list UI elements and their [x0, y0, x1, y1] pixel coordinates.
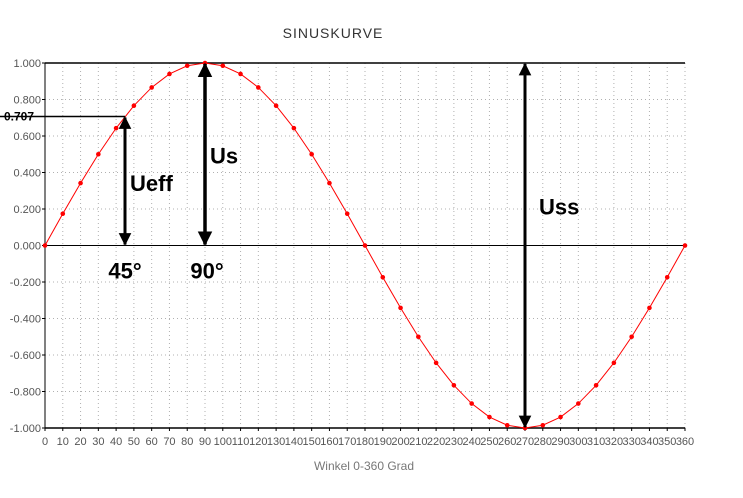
data-point	[78, 180, 83, 186]
angle-90-label: 90°	[190, 259, 223, 284]
y-tick-labels: 1.000 0.800 0.600 0.400 0.200 0.000 -0.200 -0.4…	[10, 58, 41, 435]
data-point	[149, 85, 154, 90]
x-tick-label: 240	[462, 436, 480, 448]
data-point	[629, 334, 634, 340]
data-point	[96, 151, 101, 157]
x-tick-label: 70	[163, 436, 175, 448]
data-point	[113, 125, 119, 131]
x-tick-label: 250	[480, 436, 498, 448]
x-tick-label: 300	[569, 436, 587, 448]
data-point	[416, 334, 421, 340]
x-tick-label: 0	[42, 436, 48, 448]
data-point	[504, 422, 510, 428]
annotations: 0.707 Ueff Us Uss 45° 90°	[0, 62, 579, 429]
x-tick-label: 200	[391, 436, 409, 448]
data-point	[344, 211, 350, 217]
x-tick-label: 10	[57, 436, 69, 448]
x-tick-label: 210	[409, 436, 427, 448]
x-tick-label: 160	[320, 436, 338, 448]
x-tick-label: 340	[640, 436, 658, 448]
x-tick-label: 190	[374, 436, 392, 448]
x-tick-label: 230	[445, 436, 463, 448]
x-tick-label: 170	[338, 436, 356, 448]
uss-label: Uss	[539, 194, 579, 219]
data-point	[487, 414, 492, 420]
x-tick-label: 80	[181, 436, 193, 448]
y-tick-label: 0.800	[13, 95, 41, 107]
data-point	[273, 103, 279, 109]
data-point	[291, 125, 297, 131]
y-tick-label: -0.400	[10, 314, 41, 326]
data-point	[131, 103, 137, 109]
data-point	[380, 274, 386, 280]
y-tick-label: 1.000	[13, 58, 41, 70]
data-point	[647, 305, 652, 311]
x-axis-label: Winkel 0-360 Grad	[314, 459, 414, 473]
data-point	[309, 151, 314, 157]
data-point	[220, 63, 226, 69]
data-point	[540, 422, 546, 428]
x-tick-label: 90	[199, 436, 211, 448]
data-point	[398, 305, 403, 311]
x-tick-label: 100	[214, 436, 232, 448]
ueff-value-label: 0.707	[4, 109, 34, 123]
data-point	[451, 382, 457, 388]
x-tick-label: 220	[427, 436, 445, 448]
us-label: Us	[210, 143, 238, 168]
x-tick-label: 50	[128, 436, 140, 448]
x-tick-label: 30	[92, 436, 104, 448]
x-tick-label: 130	[267, 436, 285, 448]
data-point	[256, 85, 261, 90]
x-tick-labels: 0 10 20 30 40 50 60 70 80 90 100 110 120 130 140 150 160…	[42, 436, 694, 448]
data-point	[362, 243, 368, 248]
angle-45-label: 45°	[108, 259, 141, 284]
x-tick-label: 120	[249, 436, 267, 448]
y-tick-label: 0.400	[13, 168, 41, 180]
x-tick-label: 310	[587, 436, 605, 448]
x-tick-label: 140	[285, 436, 303, 448]
x-tick-label: 40	[110, 436, 122, 448]
x-tick-label: 20	[74, 436, 86, 448]
chart-title: SINUSKURVE	[283, 25, 384, 41]
x-tick-label: 150	[302, 436, 320, 448]
data-point	[238, 71, 243, 77]
grid	[44, 62, 686, 429]
data-point	[167, 71, 172, 77]
x-tick-label: 290	[551, 436, 569, 448]
data-point	[469, 401, 474, 406]
data-point	[682, 243, 688, 248]
data-point	[327, 180, 332, 186]
x-tick-label: 320	[605, 436, 623, 448]
data-point	[611, 360, 617, 366]
x-tick-label: 330	[622, 436, 640, 448]
y-tick-label: 0.000	[13, 241, 41, 253]
y-tick-label: -0.200	[10, 277, 41, 289]
data-point	[664, 274, 670, 280]
x-tick-label: 270	[516, 436, 534, 448]
y-tick-label: -0.600	[10, 350, 41, 362]
x-tick-label: 180	[356, 436, 374, 448]
data-point	[433, 360, 439, 366]
data-point	[184, 63, 190, 69]
y-tick-label: 0.200	[13, 204, 41, 216]
x-tick-label: 260	[498, 436, 516, 448]
x-tick-label: 60	[146, 436, 158, 448]
data-point	[42, 243, 48, 248]
ueff-label: Ueff	[130, 171, 173, 196]
y-tick-label: -0.800	[10, 387, 41, 399]
x-tick-label: 360	[676, 436, 694, 448]
data-point	[60, 211, 66, 217]
x-tick-label: 350	[658, 436, 676, 448]
series-layer	[42, 60, 688, 431]
data-point	[558, 414, 563, 420]
x-tick-label: 280	[534, 436, 552, 448]
y-tick-label: -1.000	[10, 423, 41, 435]
data-point	[593, 382, 599, 388]
data-point	[576, 401, 581, 406]
x-tick-label: 110	[232, 436, 250, 448]
y-tick-label: 0.600	[13, 131, 41, 143]
